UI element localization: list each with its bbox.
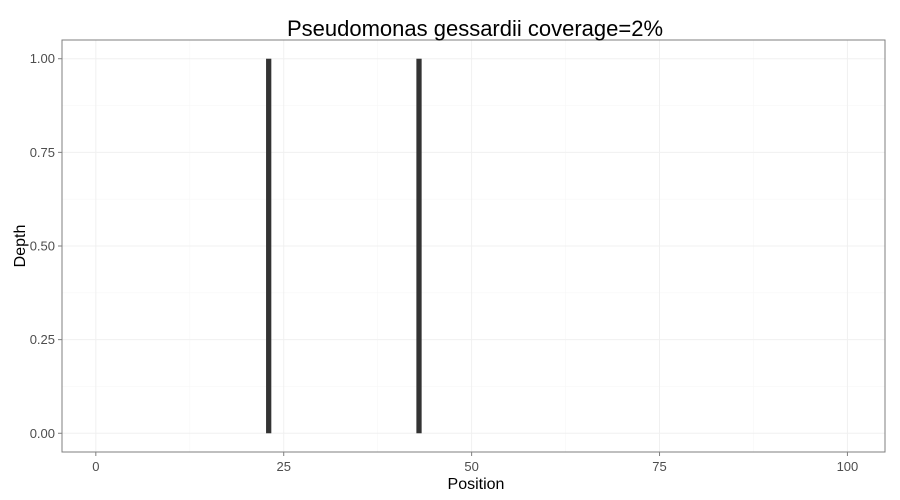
y-tick-label: 1.00 (30, 51, 55, 66)
y-tick-label: 0.00 (30, 426, 55, 441)
x-tick-label: 25 (276, 459, 290, 474)
y-tick-label: 0.25 (30, 332, 55, 347)
y-tick-label: 0.75 (30, 145, 55, 160)
x-tick-label: 0 (92, 459, 99, 474)
chart-title: Pseudomonas gessardii coverage=2% (287, 16, 663, 41)
coverage-bar (416, 58, 422, 434)
x-tick-label: 100 (837, 459, 859, 474)
major-grid (62, 40, 885, 452)
x-axis-title: Position (448, 476, 505, 493)
minor-grid (62, 40, 885, 452)
y-axis: 0.00 0.25 0.50 0.75 1.00 (30, 51, 62, 441)
coverage-bar (266, 58, 272, 434)
x-tick-label: 50 (464, 459, 478, 474)
bars (266, 58, 422, 434)
x-tick-label: 75 (652, 459, 666, 474)
y-tick-label: 0.50 (30, 239, 55, 254)
x-axis: 0 25 50 75 100 (92, 452, 858, 474)
y-axis-title: Depth (12, 225, 29, 268)
